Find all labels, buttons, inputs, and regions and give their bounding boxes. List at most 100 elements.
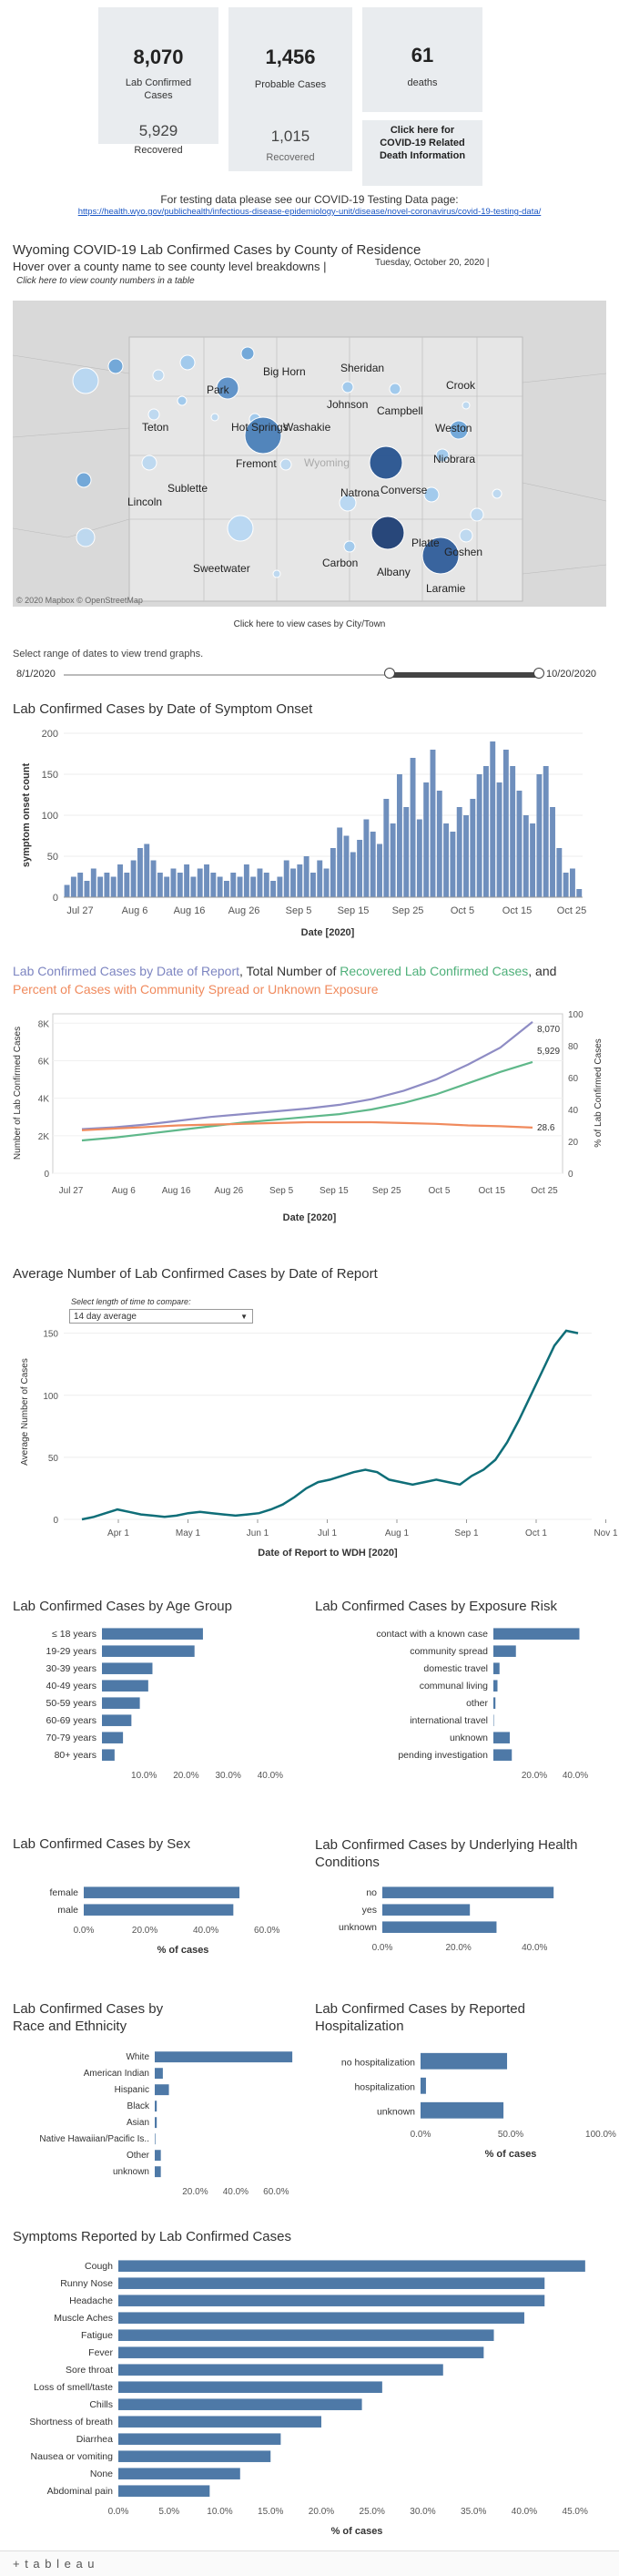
bar[interactable] — [102, 1662, 153, 1674]
bar[interactable] — [382, 1886, 554, 1898]
onset-bar[interactable] — [510, 766, 516, 897]
county-label[interactable]: Fremont — [236, 457, 277, 470]
bar[interactable] — [155, 2084, 169, 2096]
report-series-line[interactable] — [81, 1060, 533, 1142]
onset-bar[interactable] — [556, 848, 563, 897]
onset-bar[interactable] — [117, 864, 123, 897]
bar[interactable] — [493, 1645, 516, 1657]
onset-bar[interactable] — [436, 791, 442, 897]
bar[interactable] — [421, 2052, 508, 2070]
county-label[interactable]: Park — [207, 383, 230, 396]
bar[interactable] — [102, 1714, 132, 1726]
onset-bar[interactable] — [77, 873, 84, 897]
bar[interactable] — [118, 2364, 443, 2376]
onset-bar[interactable] — [64, 884, 70, 898]
county-bubble[interactable] — [147, 408, 160, 421]
county-bubble[interactable] — [459, 528, 473, 543]
onset-bar[interactable] — [343, 835, 350, 898]
avg-period-select[interactable]: 14 day average ▼ — [69, 1309, 253, 1324]
county-map[interactable]: Wyoming © 2020 Mapbox © OpenStreetMap Pa… — [13, 301, 606, 607]
tableau-logo[interactable]: + t a b l e a u — [13, 2557, 96, 2571]
bar[interactable] — [118, 2381, 382, 2393]
onset-bar[interactable] — [569, 868, 575, 898]
onset-bar[interactable] — [210, 873, 217, 897]
county-bubble[interactable] — [389, 383, 401, 395]
city-link[interactable]: Click here to view cases by City/Town — [233, 619, 386, 629]
onset-bar[interactable] — [523, 815, 529, 897]
bar[interactable] — [102, 1680, 148, 1692]
onset-bar[interactable] — [390, 823, 396, 897]
onset-bar[interactable] — [217, 876, 223, 898]
county-bubble[interactable] — [244, 416, 282, 455]
onset-bar[interactable] — [350, 852, 356, 898]
bar[interactable] — [493, 1714, 494, 1726]
bar[interactable] — [421, 2077, 426, 2094]
onset-bar[interactable] — [482, 766, 489, 897]
onset-bar[interactable] — [150, 860, 157, 898]
onset-bar[interactable] — [164, 876, 170, 898]
onset-bar[interactable] — [490, 741, 496, 897]
bar[interactable] — [102, 1732, 124, 1743]
bar[interactable] — [118, 2312, 524, 2324]
county-bubble[interactable] — [423, 486, 440, 503]
testing-link[interactable]: https://health.wyo.gov/publichealth/infe… — [77, 207, 542, 217]
county-bubble[interactable] — [279, 458, 292, 471]
onset-bar[interactable] — [104, 873, 110, 897]
onset-bar[interactable] — [450, 832, 456, 897]
onset-bar[interactable] — [456, 807, 462, 897]
bar[interactable] — [493, 1662, 500, 1674]
bar[interactable] — [118, 2485, 210, 2497]
report-series-line[interactable] — [81, 1120, 533, 1131]
bar[interactable] — [118, 2329, 494, 2341]
bar[interactable] — [493, 1732, 510, 1743]
onset-bar[interactable] — [197, 868, 203, 898]
county-label[interactable]: Natrona — [340, 486, 380, 499]
onset-bar[interactable] — [377, 843, 382, 898]
onset-bar[interactable] — [297, 864, 303, 897]
bar[interactable] — [155, 2166, 161, 2178]
county-bubble[interactable] — [421, 537, 460, 575]
onset-bar[interactable] — [536, 774, 543, 897]
county-label[interactable]: Lincoln — [127, 496, 162, 508]
onset-bar[interactable] — [263, 873, 269, 897]
onset-bar[interactable] — [576, 889, 583, 897]
bar[interactable] — [382, 1904, 471, 1916]
onset-bar[interactable] — [290, 868, 296, 898]
onset-bar[interactable] — [363, 819, 370, 898]
county-bubble[interactable] — [141, 455, 157, 471]
onset-bar[interactable] — [204, 864, 209, 897]
county-label[interactable]: Campbell — [377, 404, 423, 417]
county-label[interactable]: Platte — [411, 537, 440, 549]
county-bubble[interactable] — [210, 413, 219, 422]
county-label[interactable]: Weston — [435, 422, 472, 434]
bar[interactable] — [102, 1628, 203, 1640]
onset-bar[interactable] — [516, 791, 523, 897]
county-label[interactable]: Converse — [381, 484, 428, 496]
onset-bar[interactable] — [237, 876, 243, 898]
onset-bar[interactable] — [157, 873, 163, 897]
onset-bar[interactable] — [543, 766, 549, 897]
death-info-button[interactable]: Click here for COVID-19 Related Death In… — [362, 120, 482, 186]
bar[interactable] — [493, 1628, 580, 1640]
county-label[interactable]: Big Horn — [263, 365, 306, 378]
onset-bar[interactable] — [184, 864, 190, 897]
county-bubble[interactable] — [272, 569, 281, 578]
onset-bar[interactable] — [357, 840, 363, 897]
county-bubble[interactable] — [343, 540, 356, 553]
bar[interactable] — [493, 1680, 498, 1692]
county-label[interactable]: Carbon — [322, 557, 358, 569]
onset-bar[interactable] — [223, 881, 229, 897]
date-range-handle-start[interactable] — [384, 668, 395, 679]
county-bubble[interactable] — [76, 527, 96, 547]
county-bubble[interactable] — [341, 381, 354, 394]
onset-bar[interactable] — [317, 860, 323, 898]
bar[interactable] — [118, 2416, 321, 2428]
bar[interactable] — [84, 1904, 234, 1916]
county-label[interactable]: Niobrara — [433, 453, 475, 465]
county-label[interactable]: Sheridan — [340, 362, 384, 374]
county-bubble[interactable] — [462, 401, 471, 410]
onset-bar[interactable] — [137, 848, 143, 897]
bar[interactable] — [102, 1645, 195, 1657]
county-bubble[interactable] — [370, 516, 405, 550]
onset-bar[interactable] — [124, 873, 130, 897]
